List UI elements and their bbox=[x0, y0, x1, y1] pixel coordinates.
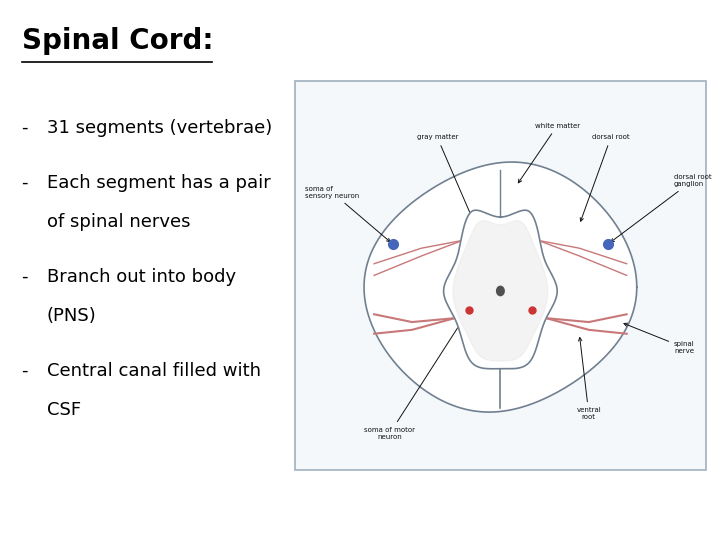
Text: dorsal root: dorsal root bbox=[580, 134, 630, 221]
Text: gray matter: gray matter bbox=[416, 134, 474, 221]
Text: soma of
sensory neuron: soma of sensory neuron bbox=[305, 186, 390, 242]
Text: Each segment has a pair: Each segment has a pair bbox=[47, 174, 271, 192]
Text: -: - bbox=[22, 119, 28, 137]
Circle shape bbox=[497, 286, 504, 295]
Text: -: - bbox=[22, 362, 28, 380]
Text: 31 segments (vertebrae): 31 segments (vertebrae) bbox=[47, 119, 272, 137]
Text: soma of motor
neuron: soma of motor neuron bbox=[364, 314, 467, 440]
Text: Branch out into body: Branch out into body bbox=[47, 268, 236, 286]
Text: -: - bbox=[22, 268, 28, 286]
Polygon shape bbox=[444, 210, 557, 369]
Bar bbox=[295, 81, 706, 470]
Text: -: - bbox=[22, 174, 28, 192]
Polygon shape bbox=[453, 221, 548, 361]
Text: spinal
nerve: spinal nerve bbox=[624, 323, 695, 354]
Text: Central canal filled with: Central canal filled with bbox=[47, 362, 261, 380]
Polygon shape bbox=[364, 162, 636, 412]
Text: (PNS): (PNS) bbox=[47, 307, 96, 325]
Text: dorsal root
ganglion: dorsal root ganglion bbox=[611, 174, 711, 242]
Text: of spinal nerves: of spinal nerves bbox=[47, 213, 190, 231]
Text: ventral
root: ventral root bbox=[577, 338, 601, 420]
Text: white matter: white matter bbox=[518, 123, 580, 183]
Text: Spinal Cord:: Spinal Cord: bbox=[22, 27, 213, 55]
Text: CSF: CSF bbox=[47, 401, 81, 418]
